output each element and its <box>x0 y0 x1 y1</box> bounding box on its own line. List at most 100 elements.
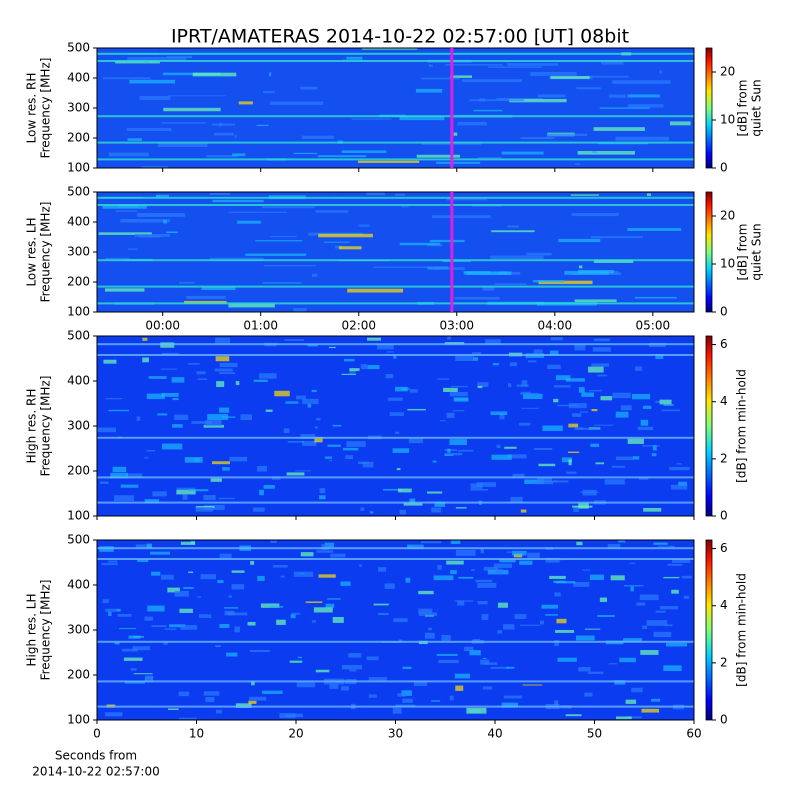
texture <box>325 603 335 608</box>
texture <box>227 612 248 616</box>
band <box>97 52 694 55</box>
texture <box>257 465 267 472</box>
texture <box>663 576 680 579</box>
texture <box>296 682 316 688</box>
y-axis-label: Frequency [MHz] <box>39 580 53 681</box>
texture <box>102 599 110 604</box>
texture <box>263 485 275 489</box>
texture <box>533 349 543 354</box>
texture <box>253 507 265 512</box>
texture <box>146 543 153 548</box>
texture <box>319 495 326 500</box>
texture <box>539 620 544 625</box>
texture <box>349 669 357 672</box>
texture <box>253 379 268 382</box>
texture <box>151 571 161 576</box>
texture <box>469 650 481 656</box>
x-tick-label: 20 <box>288 727 303 741</box>
texture <box>627 438 644 444</box>
texture <box>554 385 571 388</box>
title: IPRT/AMATERAS 2014-10-22 02:57:00 [UT] 0… <box>171 26 629 48</box>
texture <box>318 233 373 238</box>
texture <box>368 694 378 698</box>
texture <box>311 620 317 623</box>
texture <box>359 564 363 567</box>
texture <box>555 581 576 584</box>
texture <box>166 55 192 59</box>
colorbar-tick-label: 0 <box>720 161 728 175</box>
texture <box>572 505 593 508</box>
texture <box>528 360 537 363</box>
texture <box>671 589 679 594</box>
texture <box>151 625 167 628</box>
texture <box>437 565 442 570</box>
texture <box>599 107 650 109</box>
texture <box>108 611 112 617</box>
texture <box>479 98 486 102</box>
texture <box>180 625 198 630</box>
texture <box>409 498 416 504</box>
texture <box>485 339 501 345</box>
texture <box>514 614 527 619</box>
texture <box>630 586 634 592</box>
texture <box>262 206 315 209</box>
texture <box>533 447 553 451</box>
texture <box>334 245 343 249</box>
texture <box>168 624 186 628</box>
texture <box>142 357 149 363</box>
texture <box>565 714 582 717</box>
texture <box>518 422 531 426</box>
texture <box>183 587 194 589</box>
texture <box>360 507 365 511</box>
texture <box>659 70 662 74</box>
texture <box>614 680 626 685</box>
texture <box>418 590 434 595</box>
colorbar-tick-label: 4 <box>720 598 728 612</box>
texture <box>482 657 487 660</box>
texture <box>321 544 330 550</box>
texture <box>231 584 245 590</box>
texture <box>300 552 314 557</box>
texture <box>659 606 679 610</box>
texture <box>655 354 664 360</box>
texture <box>219 623 230 628</box>
texture <box>655 610 666 613</box>
y-tick-label: 300 <box>67 419 90 433</box>
texture <box>357 160 420 163</box>
band <box>97 640 694 643</box>
texture <box>405 577 411 583</box>
texture <box>392 448 410 453</box>
texture <box>584 692 593 697</box>
texture <box>504 446 517 449</box>
texture <box>626 716 642 719</box>
texture <box>480 659 490 665</box>
texture <box>570 194 599 196</box>
texture <box>444 342 465 345</box>
texture <box>344 358 355 362</box>
texture <box>461 79 522 82</box>
texture <box>450 570 457 575</box>
texture <box>555 629 575 633</box>
texture <box>108 409 130 412</box>
texture <box>112 466 127 473</box>
texture <box>290 614 296 619</box>
texture <box>480 547 485 554</box>
texture <box>327 598 341 600</box>
texture <box>240 414 252 421</box>
texture <box>232 153 246 157</box>
texture <box>305 601 323 603</box>
texture <box>450 540 461 544</box>
texture <box>219 372 236 375</box>
band <box>97 354 694 356</box>
texture <box>114 495 135 502</box>
texture <box>224 607 239 609</box>
texture <box>432 215 491 218</box>
texture <box>593 127 645 131</box>
texture <box>433 575 454 581</box>
texture <box>346 56 363 60</box>
texture <box>341 686 349 691</box>
texture <box>499 559 516 563</box>
texture <box>107 560 118 563</box>
texture <box>215 709 222 714</box>
colorbar-label: quiet Sun <box>750 79 764 136</box>
